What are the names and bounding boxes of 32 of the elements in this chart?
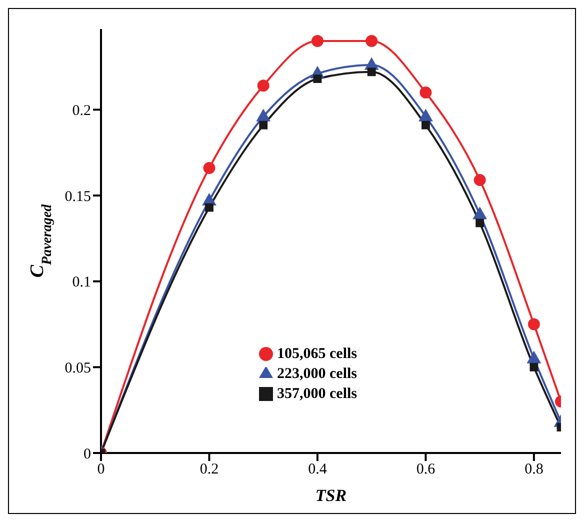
point: [205, 203, 214, 212]
point: [257, 80, 270, 92]
y-tick-label: 0.15: [64, 188, 91, 205]
legend-label: 223,000 cells: [277, 366, 357, 382]
x-tick-label: 0.6: [416, 462, 436, 478]
point: [256, 108, 271, 122]
point: [259, 120, 268, 130]
point: [474, 174, 486, 186]
point: [422, 120, 430, 130]
point: [476, 218, 484, 228]
point: [367, 68, 376, 76]
point: [311, 35, 324, 48]
point: [418, 108, 433, 122]
point: [526, 350, 542, 364]
point: [366, 35, 378, 48]
x-tick-label: 0.2: [200, 462, 219, 478]
point: [420, 86, 432, 99]
y-tick-label: 0: [84, 446, 91, 462]
y-tick-label: 0.2: [72, 103, 91, 120]
x-tick-label: 0.4: [308, 462, 328, 478]
point: [203, 162, 216, 174]
point: [530, 362, 538, 372]
legend-label: 357,000 cells: [277, 386, 357, 402]
y-tick-label: 0.1: [72, 274, 91, 291]
point: [313, 74, 322, 83]
x-tick-label: 0.8: [524, 462, 544, 478]
y-tick-label: 0.05: [64, 360, 91, 376]
x-axis-title: TSR: [315, 486, 347, 505]
legend-label: 105,065 cells: [277, 346, 357, 362]
point: [528, 318, 540, 330]
point: [472, 206, 488, 220]
x-tick-label: 0: [97, 462, 105, 478]
